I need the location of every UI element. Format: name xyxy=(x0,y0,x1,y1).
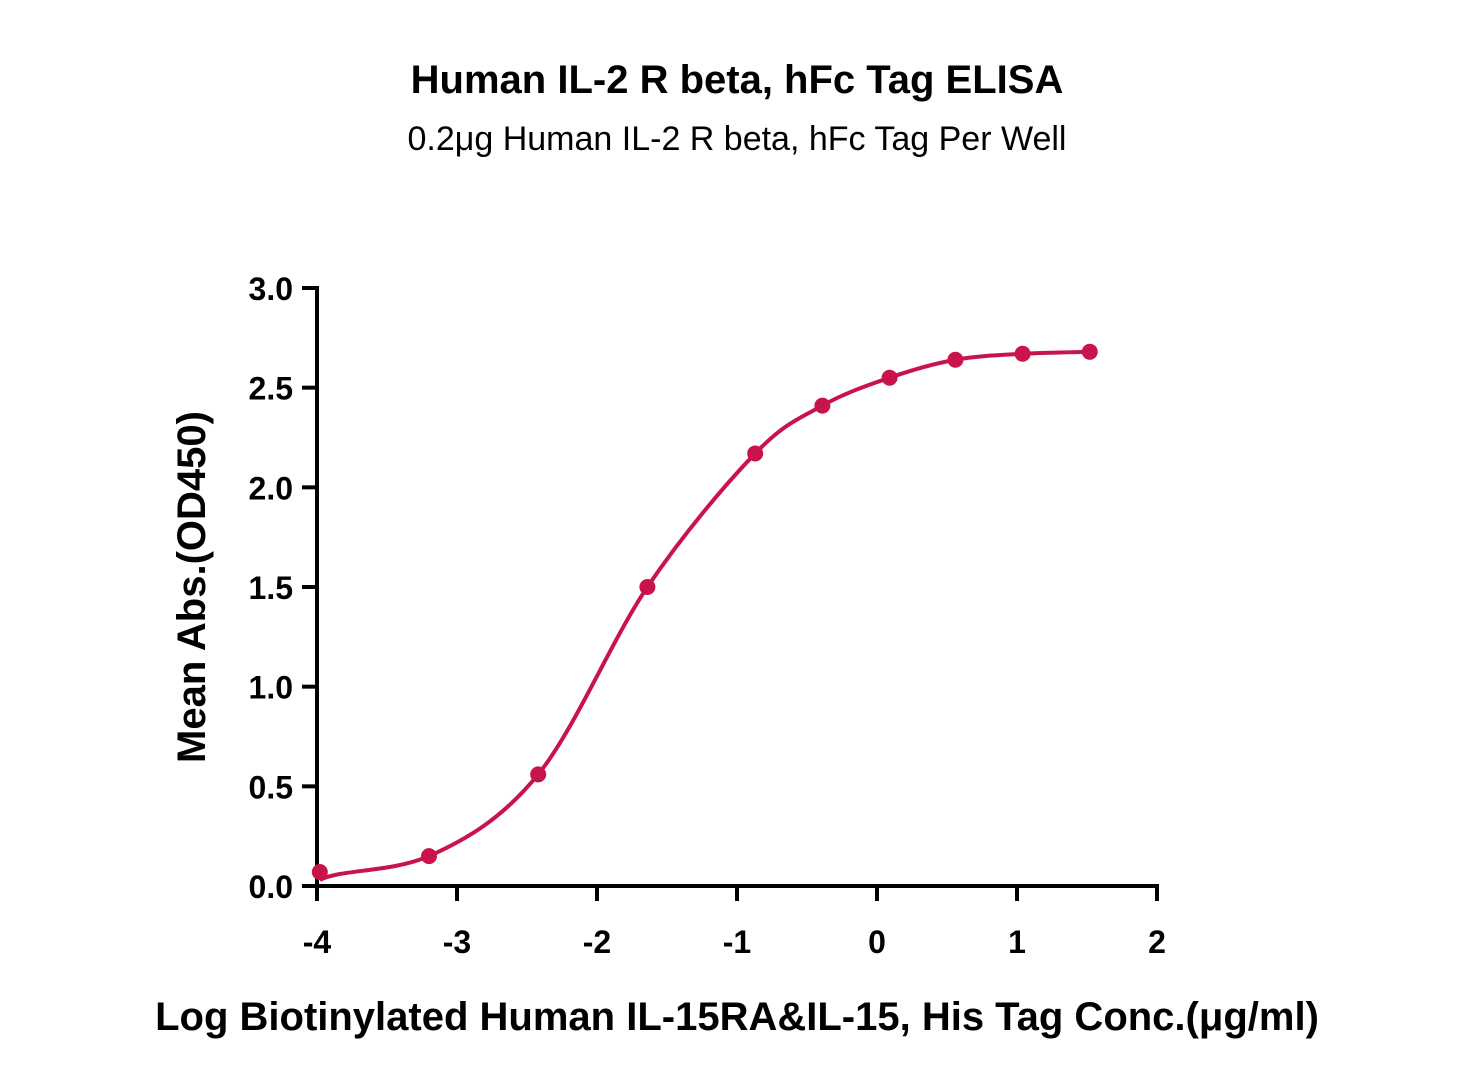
x-tick-label: 0 xyxy=(868,924,886,960)
y-tick-label: 0.0 xyxy=(249,869,293,905)
y-tick-label: 2.0 xyxy=(249,470,293,506)
x-tick-label: 2 xyxy=(1148,924,1166,960)
chart-subtitle: 0.2μg Human IL-2 R beta, hFc Tag Per Wel… xyxy=(408,120,1067,158)
y-axis-label: Mean Abs.(OD450) xyxy=(170,411,214,763)
data-point xyxy=(1014,345,1031,362)
data-point xyxy=(311,864,328,881)
x-axis-label: Log Biotinylated Human IL-15RA&IL-15, Hi… xyxy=(155,995,1319,1039)
y-tick-label: 0.5 xyxy=(249,769,293,805)
x-tick-label: -1 xyxy=(723,924,751,960)
x-tick-label: -4 xyxy=(303,924,332,960)
data-point xyxy=(530,766,547,783)
y-tick-label: 3.0 xyxy=(249,271,293,307)
chart-title: Human IL-2 R beta, hFc Tag ELISA xyxy=(411,58,1064,102)
x-tick-label: -3 xyxy=(443,924,471,960)
data-point xyxy=(814,397,831,414)
data-point xyxy=(639,579,656,595)
y-tick-label: 1.5 xyxy=(249,570,293,606)
data-point xyxy=(947,351,964,368)
x-tick-label: 1 xyxy=(1008,924,1026,960)
fit-curve xyxy=(318,349,1090,882)
data-point xyxy=(1081,343,1098,360)
data-point xyxy=(421,848,437,865)
data-point xyxy=(881,369,898,386)
y-tick-label: 2.5 xyxy=(249,371,293,407)
data-point xyxy=(747,445,764,462)
x-tick-label: -2 xyxy=(583,924,611,960)
y-tick-label: 1.0 xyxy=(249,670,293,706)
